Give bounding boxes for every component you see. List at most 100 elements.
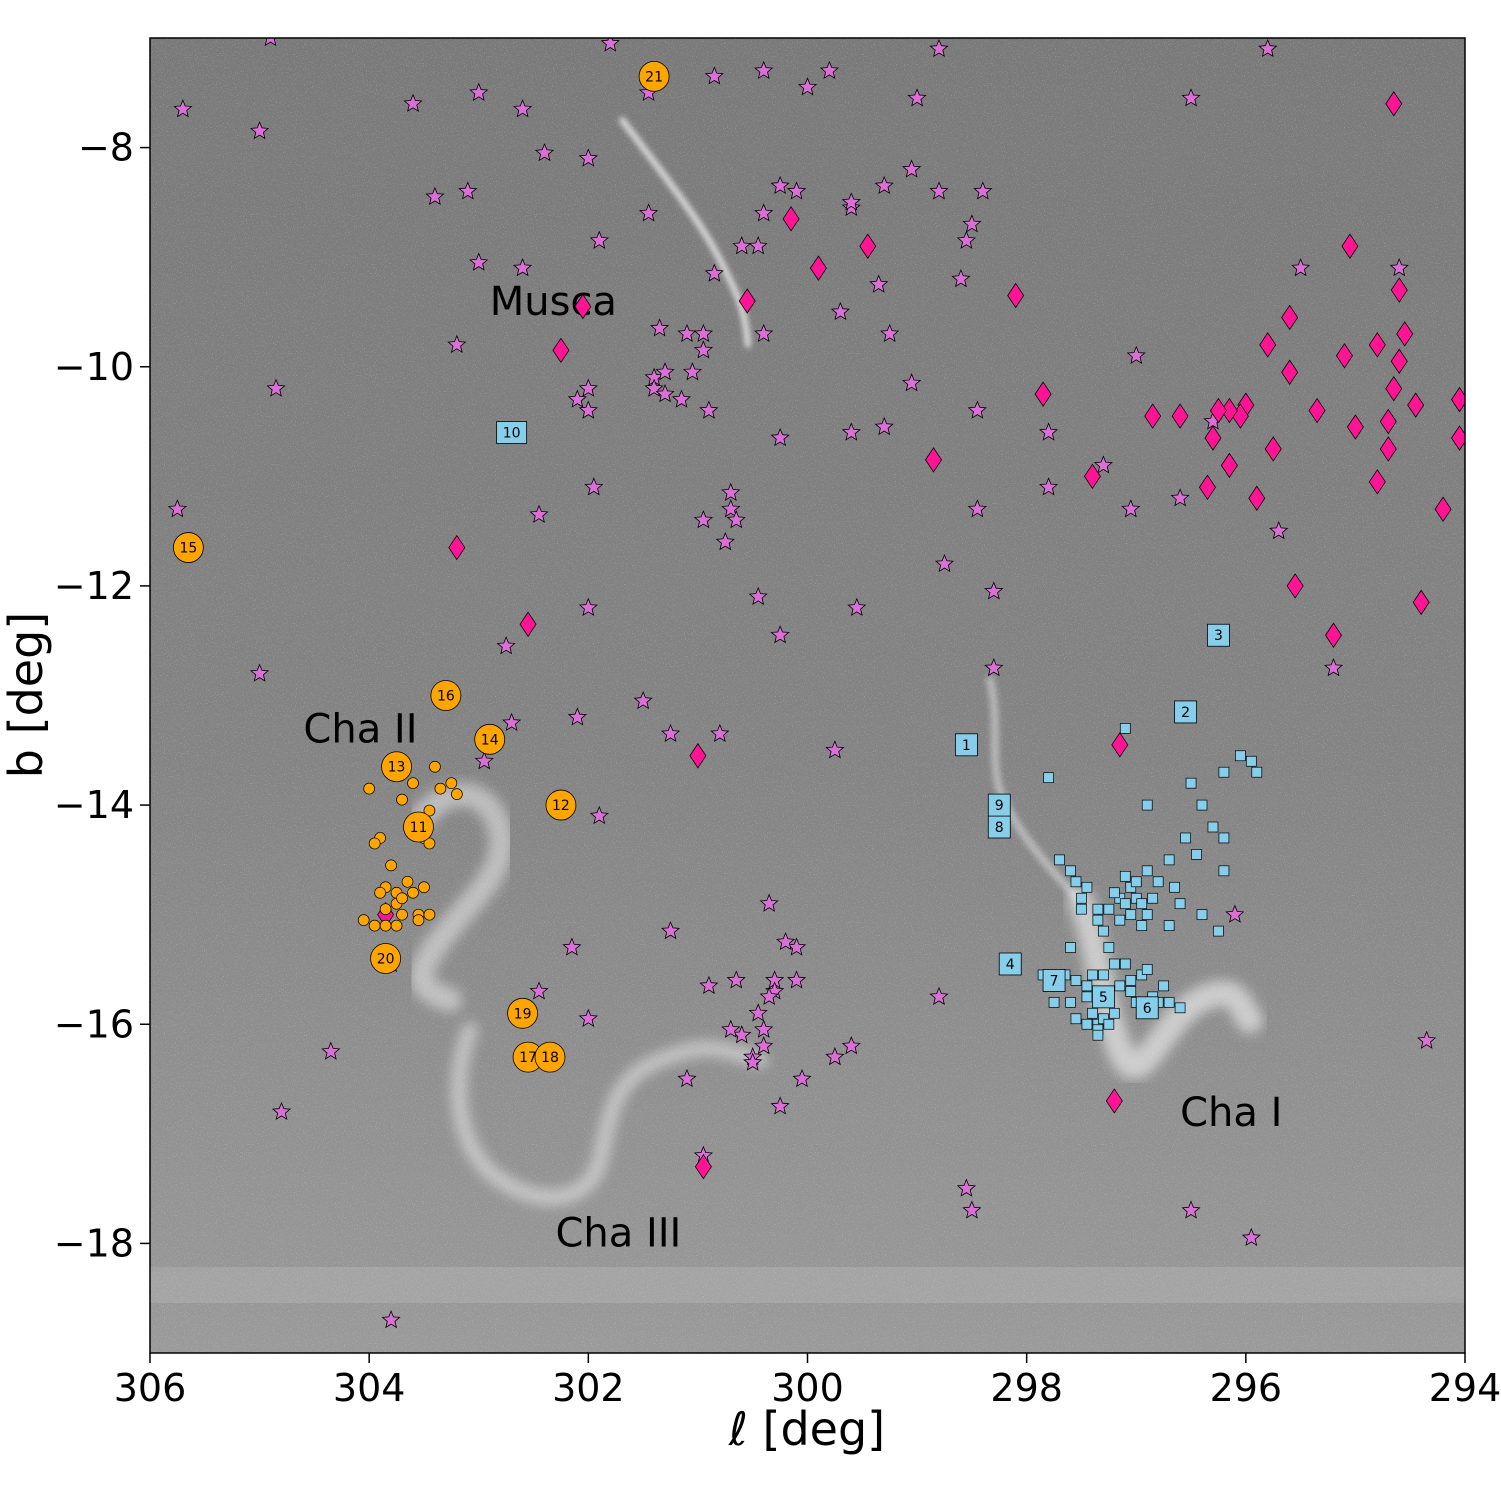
star-point bbox=[578, 1008, 598, 1027]
diamond-point bbox=[1346, 414, 1364, 440]
star-point bbox=[951, 269, 971, 288]
numbered-square-label: 10 bbox=[503, 426, 521, 442]
diamond-point bbox=[925, 447, 943, 473]
circle-point bbox=[407, 777, 419, 790]
star-point bbox=[874, 416, 894, 436]
square-point bbox=[1098, 969, 1109, 981]
numbered-circle-point bbox=[172, 532, 204, 563]
circle-point bbox=[418, 881, 430, 894]
star-point bbox=[173, 99, 193, 118]
star-point bbox=[797, 77, 818, 96]
region-label: Cha I bbox=[1180, 1090, 1282, 1136]
star-point bbox=[600, 38, 620, 52]
star-point bbox=[1126, 345, 1146, 364]
diamond-point bbox=[1144, 403, 1162, 429]
diamond-point bbox=[738, 288, 756, 314]
star-point bbox=[167, 499, 188, 518]
square-point bbox=[1235, 750, 1246, 762]
numbered-circle-point bbox=[403, 811, 434, 843]
diamond-point bbox=[1385, 91, 1403, 117]
numbered-square-point bbox=[954, 733, 978, 757]
numbered-circle-point bbox=[507, 997, 538, 1029]
star-point bbox=[496, 636, 516, 655]
square-point bbox=[1076, 892, 1087, 904]
star-point bbox=[841, 197, 861, 216]
star-point bbox=[534, 143, 555, 162]
numbered-circle-label: 12 bbox=[552, 798, 570, 814]
square-point bbox=[1114, 980, 1126, 992]
circle-point bbox=[396, 908, 408, 921]
square-point bbox=[1141, 799, 1153, 811]
x-tick-label: 304 bbox=[333, 1366, 406, 1410]
circle-point bbox=[363, 782, 376, 795]
region-label: Cha III bbox=[555, 1210, 681, 1256]
square-point bbox=[1108, 887, 1120, 899]
square-point bbox=[1119, 870, 1131, 882]
series-diamonds bbox=[377, 91, 1465, 1180]
circle-point bbox=[445, 777, 458, 790]
numbered-square-label: 3 bbox=[1214, 628, 1223, 644]
square-point bbox=[1196, 799, 1208, 811]
y-tick-label: −18 bbox=[54, 1221, 134, 1265]
star-point bbox=[901, 373, 922, 392]
numbered-square-label: 4 bbox=[1006, 957, 1015, 973]
square-point bbox=[1065, 865, 1076, 877]
square-point bbox=[1108, 958, 1120, 970]
star-point bbox=[743, 1052, 763, 1071]
star-point bbox=[770, 625, 790, 644]
numbered-square-point bbox=[998, 952, 1022, 976]
square-point bbox=[1087, 1007, 1098, 1019]
numbered-square-label: 8 bbox=[995, 820, 1004, 836]
star-point bbox=[967, 499, 987, 518]
diamond-point bbox=[1198, 474, 1216, 501]
square-point bbox=[1218, 766, 1230, 778]
square-point bbox=[1180, 832, 1191, 844]
numbered-circle-point bbox=[474, 723, 506, 755]
star-point bbox=[458, 181, 478, 200]
circle-point bbox=[423, 908, 436, 921]
star-point bbox=[1181, 88, 1201, 107]
diamond-point bbox=[1259, 332, 1277, 358]
star-point bbox=[1121, 499, 1141, 518]
square-point bbox=[1103, 942, 1115, 953]
star-point bbox=[710, 723, 730, 742]
lower-band bbox=[150, 1235, 1465, 1335]
square-point bbox=[1081, 1018, 1093, 1030]
x-tick-label: 296 bbox=[1210, 1366, 1283, 1410]
star-point bbox=[825, 1047, 845, 1066]
y-axis-ticks: −8 −10 −12 −14 −16 −18 bbox=[54, 126, 150, 1265]
star-point bbox=[787, 970, 807, 989]
circle-point bbox=[379, 919, 392, 932]
star-point bbox=[901, 159, 922, 178]
square-point bbox=[1070, 876, 1082, 888]
star-point bbox=[512, 258, 533, 277]
square-point bbox=[1070, 1013, 1082, 1025]
star-point bbox=[721, 1019, 741, 1038]
numbered-circle-label: 17 bbox=[519, 1050, 537, 1066]
star-point bbox=[1241, 1227, 1261, 1247]
star-point bbox=[841, 422, 861, 441]
circle-point bbox=[412, 914, 425, 926]
star-point bbox=[512, 99, 533, 118]
star-point bbox=[693, 510, 714, 529]
star-point bbox=[787, 181, 807, 200]
numbered-circle-label: 21 bbox=[645, 69, 663, 85]
diamond-point bbox=[574, 293, 592, 320]
region-label: Cha II bbox=[303, 706, 417, 752]
square-point bbox=[1092, 914, 1104, 926]
star-point bbox=[874, 175, 894, 195]
diamond-point bbox=[1390, 277, 1408, 303]
square-point bbox=[1185, 777, 1197, 789]
y-tick-label: −12 bbox=[54, 564, 134, 608]
star-point bbox=[578, 148, 598, 167]
star-point bbox=[474, 751, 494, 770]
numbered-square-label: 5 bbox=[1099, 990, 1108, 1006]
square-point bbox=[1092, 903, 1104, 915]
x-axis-ticks: 306 304 302 300 298 296 294 bbox=[114, 1353, 1501, 1410]
star-point bbox=[704, 66, 724, 85]
star-point bbox=[973, 181, 993, 200]
square-point bbox=[1065, 942, 1076, 953]
star-point bbox=[660, 921, 681, 940]
star-point bbox=[1323, 658, 1344, 677]
numbered-square-label: 6 bbox=[1143, 1001, 1152, 1017]
